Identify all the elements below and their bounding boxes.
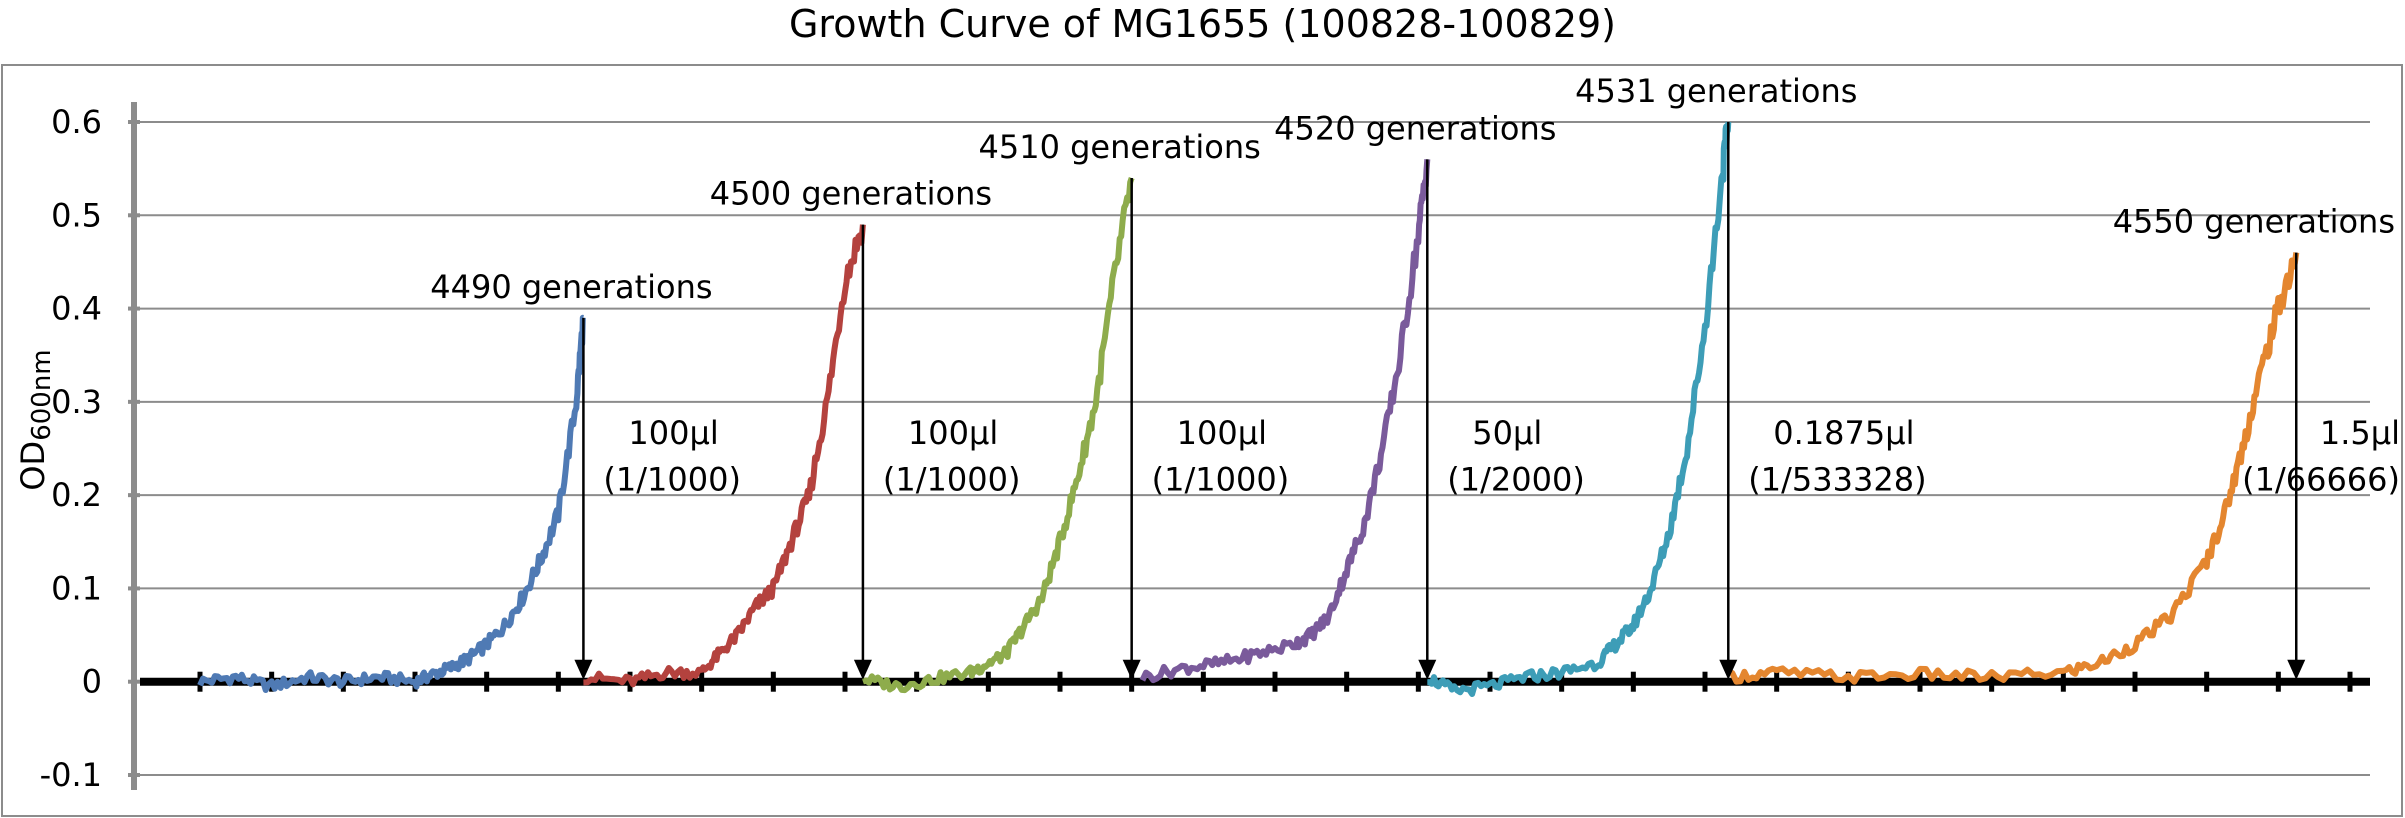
y-tick-label: 0.3 [51, 383, 102, 421]
y-tick-label: 0.2 [51, 476, 102, 514]
transfer-volume: 100μl [908, 414, 998, 452]
transfer-dilution: (1/533328) [1748, 460, 1926, 498]
generation-label: 4510 generations [979, 128, 1261, 166]
plot-border [1, 64, 2403, 817]
generation-label: 4490 generations [430, 268, 712, 306]
y-tick-label: -0.1 [40, 756, 102, 794]
transfer-arrow-head [2287, 659, 2306, 680]
series-line [861, 176, 1135, 694]
transfer-dilution: (1/1000) [883, 460, 1021, 498]
y-tick-label: 0.6 [51, 103, 102, 141]
annotations: 4490 generations 100μl (1/1000) 4500 genera… [430, 72, 2400, 498]
y-tick-labels: 0.6 0.5 0.4 0.3 0.2 0.1 0 -0.1 [40, 103, 102, 794]
transfer-volume: 100μl [628, 414, 718, 452]
y-axis-label-subscript: 600nm [27, 349, 57, 440]
transfer-dilution: (1/1000) [603, 460, 741, 498]
transfer-arrow-head [853, 659, 872, 680]
series-line [197, 314, 586, 693]
transfer-volume: 0.1875μl [1773, 414, 1914, 452]
y-tick-label: 0 [82, 663, 102, 701]
transfer-volume: 100μl [1177, 414, 1267, 452]
transfer-volume: 50μl [1472, 414, 1542, 452]
transfer-dilution: (1/66666) [2242, 460, 2400, 498]
transfer-arrow-head [1122, 659, 1141, 680]
chart-title: Growth Curve of MG1655 (100828-100829) [788, 2, 1617, 46]
generation-label: 4531 generations [1575, 72, 1857, 110]
series-line [1727, 252, 2300, 685]
y-tick-label: 0.5 [51, 196, 102, 234]
series-line [1139, 159, 1431, 684]
y-tick-label: 0.4 [51, 290, 102, 328]
transfer-arrows [574, 122, 2306, 680]
generation-label: 4550 generations [2113, 203, 2395, 241]
transfer-arrow-head [1719, 659, 1738, 680]
transfer-dilution: (1/1000) [1152, 460, 1290, 498]
series-line [583, 224, 866, 688]
series-line [1426, 121, 1732, 697]
transfer-arrow-head [574, 659, 593, 680]
gridlines [140, 121, 2370, 776]
transfer-dilution: (1/2000) [1447, 460, 1585, 498]
y-axis-label: OD600nm [14, 349, 57, 490]
series-lines [197, 121, 2300, 697]
generation-label: 4500 generations [710, 175, 992, 213]
transfer-arrow-head [1418, 659, 1437, 680]
transfer-volume: 1.5μl [2320, 414, 2400, 452]
generation-label: 4520 generations [1274, 109, 1556, 147]
y-axis-label-main: OD [14, 441, 52, 491]
y-tick-label: 0.1 [51, 569, 102, 607]
